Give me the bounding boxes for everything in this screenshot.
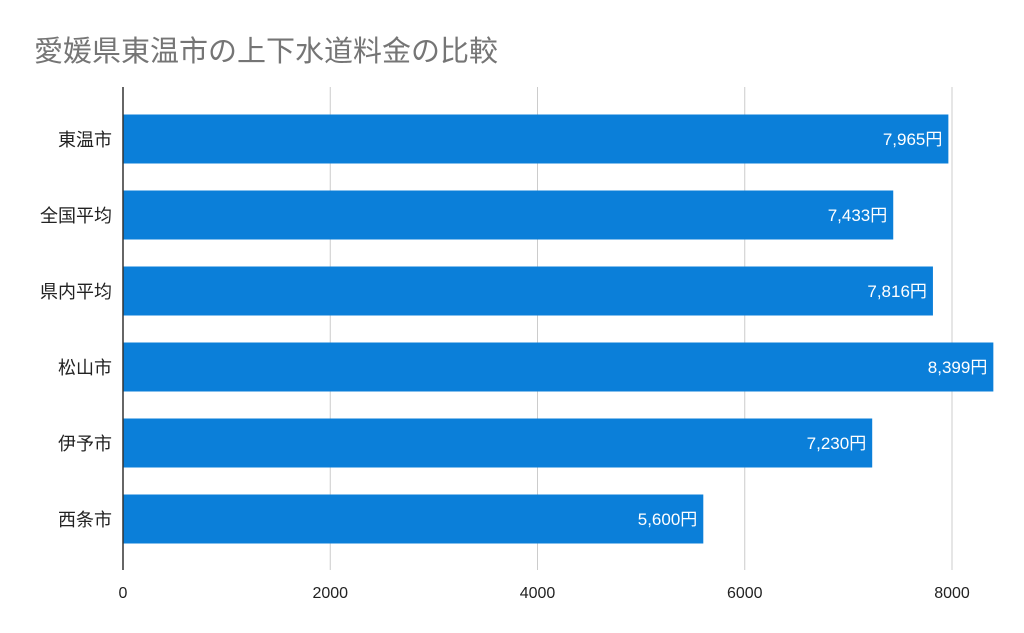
category-label: 県内平均 bbox=[40, 282, 112, 303]
bar bbox=[123, 266, 933, 316]
data-label: 7,433円 bbox=[828, 206, 888, 225]
x-tick-label: 8000 bbox=[934, 585, 970, 602]
bar bbox=[123, 114, 949, 164]
category-label: 松山市 bbox=[58, 358, 112, 379]
x-tick-label: 2000 bbox=[312, 585, 348, 602]
data-label: 5,600円 bbox=[638, 510, 698, 529]
bar bbox=[123, 342, 994, 392]
category-label: 全国平均 bbox=[40, 206, 112, 227]
data-label: 7,965円 bbox=[883, 130, 943, 149]
x-tick-label: 0 bbox=[119, 585, 128, 602]
bar bbox=[123, 418, 873, 468]
data-label: 7,230円 bbox=[807, 434, 867, 453]
category-label: 伊予市 bbox=[58, 434, 112, 455]
category-label: 西条市 bbox=[58, 510, 112, 531]
x-tick-label: 6000 bbox=[727, 585, 763, 602]
category-label: 東温市 bbox=[58, 130, 112, 151]
bar bbox=[123, 190, 894, 240]
x-tick-label: 4000 bbox=[520, 585, 556, 602]
chart-title: 愛媛県東温市の上下水道料金の比較 bbox=[34, 34, 499, 68]
data-label: 7,816円 bbox=[867, 282, 927, 301]
data-label: 8,399円 bbox=[928, 358, 988, 377]
bar bbox=[123, 494, 704, 544]
